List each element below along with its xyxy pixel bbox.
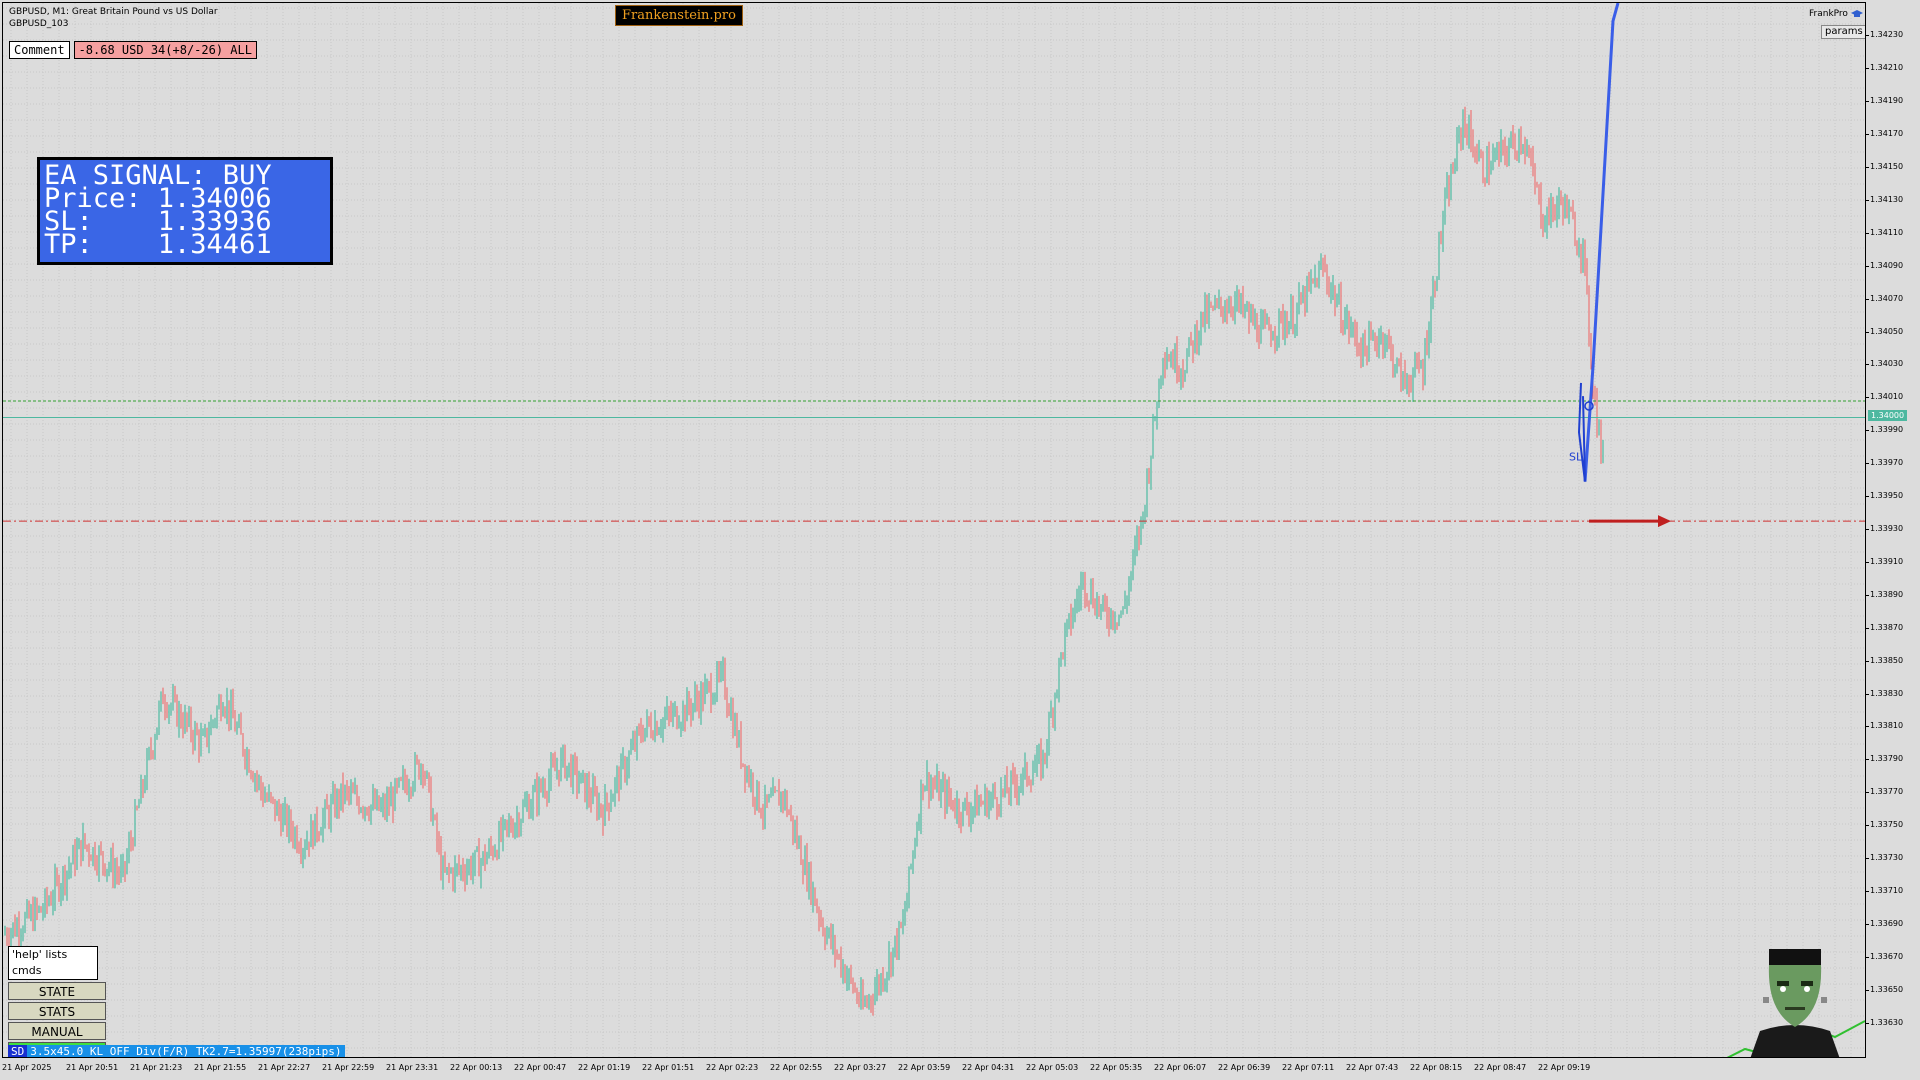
price-tick-label: 1.33910 <box>1865 556 1904 566</box>
price-tick-label: 1.34150 <box>1865 162 1904 172</box>
signal-price: Price: 1.34006 <box>44 183 272 214</box>
time-tick-label: 21 Apr 2025 <box>2 1063 52 1072</box>
price-tick-label: 1.33690 <box>1865 918 1904 928</box>
signal-sl: SL: 1.33936 <box>44 206 272 237</box>
signal-direction: EA SIGNAL: BUY <box>44 160 272 191</box>
control-panel: 'help' lists cmds STATE STATS MANUAL ON <box>8 946 106 1057</box>
indicator-label: FrankPro <box>1809 9 1848 19</box>
trade-levels-overlay: SL <box>3 3 1865 528</box>
price-tick-label: 1.33810 <box>1865 721 1904 731</box>
price-tick-label: 1.34010 <box>1865 392 1904 402</box>
time-tick-label: 22 Apr 08:15 <box>1410 1063 1463 1072</box>
sl-arrow-icon <box>1589 515 1671 528</box>
ea-status-bar: SD 3.5x45.0 KL_OFF Div(F/R) TK2.7=1.3599… <box>8 1045 345 1057</box>
price-tick-label: 1.34190 <box>1865 96 1904 106</box>
price-tick-label: 1.33630 <box>1865 1017 1904 1027</box>
price-axis[interactable]: 1.34000 1.34230 1.34210 1.34190 1.34170 1.34… <box>1865 0 1920 1080</box>
time-axis[interactable]: 21 Apr 2025 21 Apr 20:51 21 Apr 21:23 21 Ap… <box>0 1058 1866 1080</box>
indicator-name: FrankPro <box>1809 9 1863 19</box>
time-tick-label: 22 Apr 03:27 <box>834 1063 887 1072</box>
price-tick-label: 1.33830 <box>1865 688 1904 698</box>
ea-signal-panel: EA SIGNAL: BUY Price: 1.34006 SL: 1.3393… <box>37 157 333 265</box>
price-tick-label: 1.33850 <box>1865 655 1904 665</box>
frankenstein-avatar-icon <box>1726 949 1865 1057</box>
price-tick-label: 1.34170 <box>1865 129 1904 139</box>
time-tick-label: 22 Apr 00:47 <box>514 1063 567 1072</box>
time-tick-label: 21 Apr 23:31 <box>386 1063 439 1072</box>
price-tick-label: 1.34090 <box>1865 260 1904 270</box>
current-price-tag: 1.34000 <box>1868 409 1908 421</box>
time-tick-label: 22 Apr 01:19 <box>578 1063 631 1072</box>
price-tick-label: 1.33870 <box>1865 622 1904 632</box>
chart-grid <box>3 3 1865 1057</box>
profit-summary: -8.68 USD 34(+8/-26) ALL <box>73 41 257 59</box>
price-tick-label: 1.34110 <box>1865 227 1904 237</box>
chart-symbol-title: GBPUSD, M1: Great Britain Pound vs US Do… <box>9 7 218 17</box>
time-tick-label: 21 Apr 22:59 <box>322 1063 375 1072</box>
time-tick-label: 22 Apr 06:39 <box>1218 1063 1271 1072</box>
time-tick-label: 21 Apr 20:51 <box>66 1063 119 1072</box>
time-tick-label: 22 Apr 07:11 <box>1282 1063 1335 1072</box>
price-tick-label: 1.33950 <box>1865 491 1904 501</box>
price-tick-label: 1.33890 <box>1865 589 1904 599</box>
candlestick-series <box>4 106 1604 1016</box>
sd-tag: SD <box>8 1045 28 1057</box>
time-tick-label: 22 Apr 00:13 <box>450 1063 503 1072</box>
price-tick-label: 1.34050 <box>1865 326 1904 336</box>
time-tick-label: 21 Apr 21:55 <box>194 1063 247 1072</box>
price-tick-label: 1.33710 <box>1865 885 1904 895</box>
price-tick-label: 1.34230 <box>1865 30 1904 40</box>
time-tick-label: 22 Apr 02:55 <box>770 1063 823 1072</box>
price-tick-label: 1.34030 <box>1865 359 1904 369</box>
price-tick-label: 1.34210 <box>1865 63 1904 73</box>
time-tick-label: 22 Apr 03:59 <box>898 1063 951 1072</box>
comment-label: Comment <box>9 41 70 59</box>
time-tick-label: 22 Apr 05:03 <box>1026 1063 1079 1072</box>
time-tick-label: 22 Apr 06:07 <box>1154 1063 1207 1072</box>
price-tick-label: 1.33730 <box>1865 853 1904 863</box>
tp-projection-line <box>1583 3 1620 482</box>
price-tick-label: 1.33670 <box>1865 951 1904 961</box>
brand-logo[interactable]: Frankenstein.pro <box>615 5 743 26</box>
price-chart[interactable]: SL GBPUSD, M1: Great Britain Pound vs US… <box>2 2 1866 1058</box>
params-button[interactable]: params <box>1821 25 1865 39</box>
time-tick-label: 22 Apr 09:19 <box>1538 1063 1591 1072</box>
price-tick-label: 1.33750 <box>1865 820 1904 830</box>
time-tick-label: 22 Apr 04:31 <box>962 1063 1015 1072</box>
state-button[interactable]: STATE <box>8 982 106 1000</box>
chart-symbol-subtitle: GBPUSD_103 <box>9 19 69 29</box>
sl-marker-label: SL <box>1569 450 1583 463</box>
time-tick-label: 22 Apr 08:47 <box>1474 1063 1527 1072</box>
sd-status-text: 3.5x45.0 KL_OFF Div(F/R) TK2.7=1.35997(2… <box>27 1045 345 1057</box>
time-tick-label: 22 Apr 02:23 <box>706 1063 759 1072</box>
price-tick-label: 1.34070 <box>1865 293 1904 303</box>
price-tick-label: 1.33790 <box>1865 754 1904 764</box>
price-tick-label: 1.34130 <box>1865 194 1904 204</box>
time-tick-label: 22 Apr 05:35 <box>1090 1063 1143 1072</box>
time-tick-label: 22 Apr 01:51 <box>642 1063 695 1072</box>
entry-marker-hook <box>1577 382 1586 482</box>
signal-tp: TP: 1.34461 <box>44 229 272 260</box>
time-tick-label: 21 Apr 21:23 <box>130 1063 183 1072</box>
manual-button[interactable]: MANUAL <box>8 1022 106 1040</box>
time-tick-label: 21 Apr 22:27 <box>258 1063 311 1072</box>
price-tick-label: 1.33770 <box>1865 787 1904 797</box>
stats-button[interactable]: STATS <box>8 1002 106 1020</box>
price-tick-label: 1.33970 <box>1865 458 1904 468</box>
price-tick-label: 1.33930 <box>1865 524 1904 533</box>
entry-point-icon <box>1584 401 1594 411</box>
price-tick-label: 1.33650 <box>1865 984 1904 994</box>
price-tick-label: 1.33990 <box>1865 425 1904 435</box>
comment-box: Comment -8.68 USD 34(+8/-26) ALL <box>9 41 257 59</box>
time-tick-label: 22 Apr 07:43 <box>1346 1063 1399 1072</box>
graduation-cap-icon <box>1850 10 1863 17</box>
help-hint: 'help' lists cmds <box>8 946 98 980</box>
